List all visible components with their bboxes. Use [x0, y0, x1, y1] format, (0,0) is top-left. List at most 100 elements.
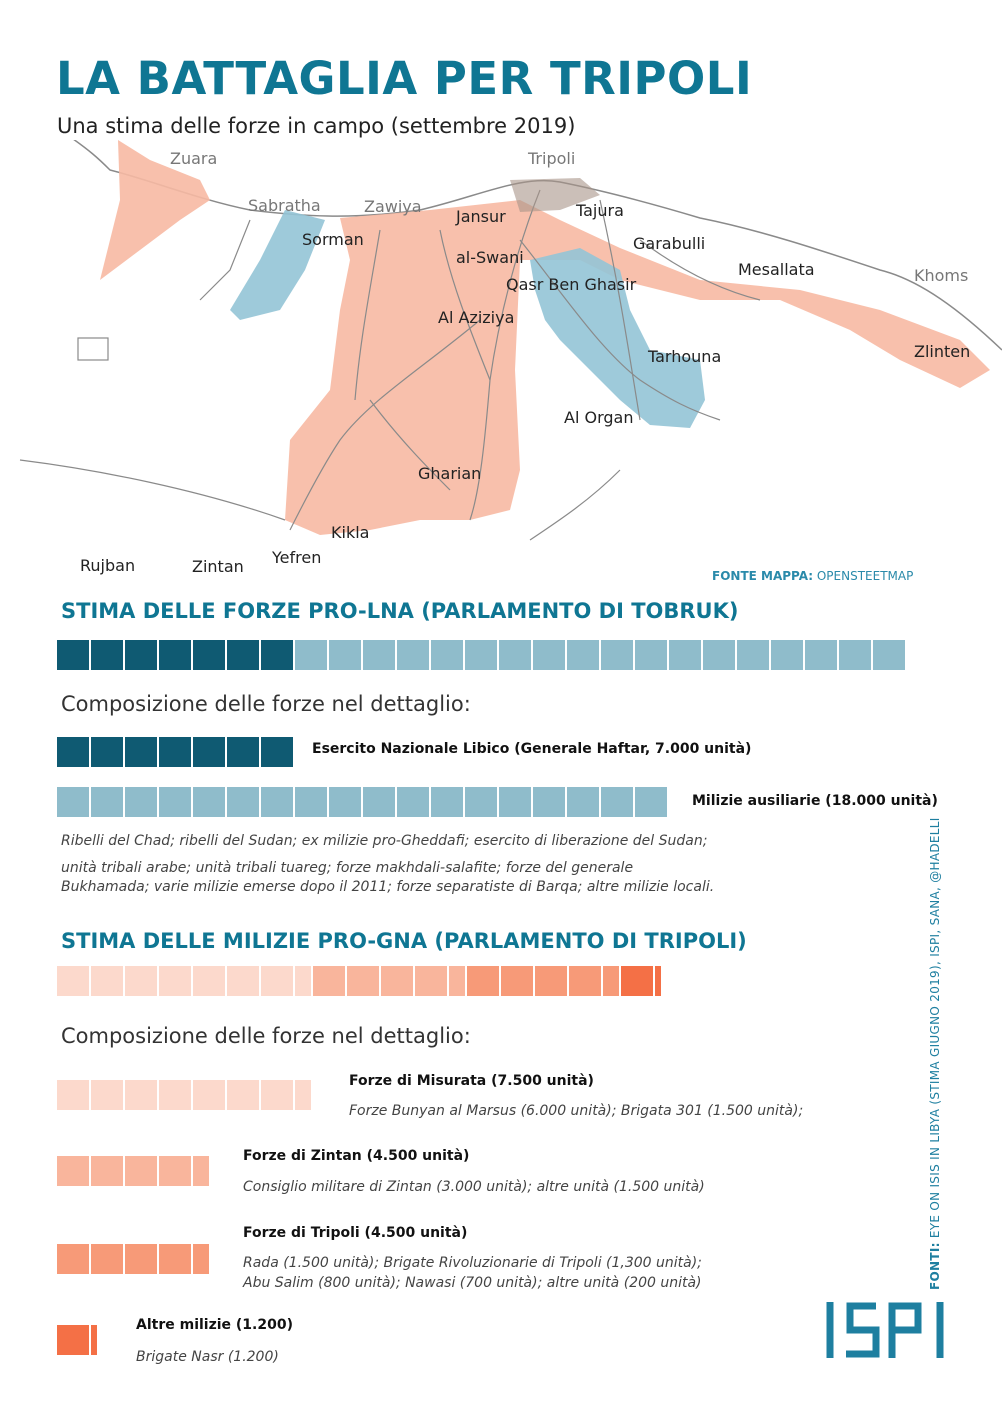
- lna-total-block: [873, 640, 905, 670]
- lna-militias-block: [397, 787, 429, 817]
- lna-total-block: [601, 640, 633, 670]
- lna-militias-block: [363, 787, 395, 817]
- lna-detail-heading: Composizione delle forze nel dettaglio:: [61, 692, 471, 716]
- gna-tripoli-block: [125, 1244, 157, 1274]
- lna-army-block: [91, 737, 123, 767]
- gna-zintan-block: [91, 1156, 123, 1186]
- gna-total-block: [621, 966, 653, 996]
- lna-total-block: [805, 640, 837, 670]
- page-title: LA BATTAGLIA PER TRIPOLI: [56, 52, 753, 105]
- map-box: [77, 337, 109, 361]
- gna-tripoli-block: [91, 1244, 123, 1274]
- sources-label: FONTI:: [928, 1242, 942, 1290]
- gna-misurata-label: Forze di Misurata (7.500 unità): [349, 1073, 594, 1089]
- city-sorman: Sorman: [302, 230, 364, 249]
- city-al-aziziya: Al Aziziya: [438, 308, 515, 327]
- lna-militias-label: Milizie ausiliarie (18.000 unità): [692, 793, 938, 809]
- lna-army-block: [57, 737, 89, 767]
- city-tripoli: Tripoli: [528, 149, 576, 168]
- lna-militias-block: [227, 787, 259, 817]
- gna-zintan-block: [193, 1156, 209, 1186]
- lna-militias-desc-1: Ribelli del Chad; ribelli del Sudan; ex …: [61, 833, 708, 849]
- gna-misurata-block: [91, 1080, 123, 1110]
- lna-militias-desc-3: Bukhamada; varie milizie emerse dopo il …: [61, 879, 715, 895]
- gna-tripoli-block: [159, 1244, 191, 1274]
- gna-total-block: [535, 966, 567, 996]
- gna-misurata-block: [261, 1080, 293, 1110]
- city-khoms: Khoms: [914, 266, 969, 285]
- lna-total-block: [159, 640, 191, 670]
- map-source-label: FONTE MAPPA:: [712, 569, 814, 583]
- tripoli-urban: [510, 178, 600, 212]
- map: Zuara Tripoli Sabratha Zawiya Sorman Jan…: [0, 129, 1002, 590]
- lna-total-block: [125, 640, 157, 670]
- gna-detail-heading: Composizione delle forze nel dettaglio:: [61, 1024, 471, 1048]
- gna-altre-desc: Brigate Nasr (1.200): [136, 1349, 279, 1365]
- lna-area-central: [285, 200, 990, 535]
- gna-tripoli-bar: [57, 1244, 211, 1274]
- gna-total-block: [603, 966, 619, 996]
- city-tarhouna: Tarhouna: [648, 347, 722, 366]
- lna-army-label: Esercito Nazionale Libico (Generale Haft…: [312, 741, 752, 757]
- gna-misurata-block: [295, 1080, 311, 1110]
- ispi-logo: [826, 1302, 944, 1358]
- gna-zintan-block: [159, 1156, 191, 1186]
- lna-total-block: [193, 640, 225, 670]
- city-zintan: Zintan: [192, 557, 244, 576]
- lna-total-block: [465, 640, 497, 670]
- gna-total-block: [501, 966, 533, 996]
- gna-area-tarhouna: [530, 248, 705, 428]
- lna-heading: STIMA DELLE FORZE PRO-LNA (PARLAMENTO DI…: [61, 599, 739, 623]
- gna-total-block: [449, 966, 465, 996]
- lna-militias-block: [125, 787, 157, 817]
- gna-total-block: [295, 966, 311, 996]
- lna-militias-block: [159, 787, 191, 817]
- lna-militias-block: [57, 787, 89, 817]
- lna-total-block: [329, 640, 361, 670]
- lna-army-bar: [57, 737, 295, 767]
- gna-tripoli-desc-1: Rada (1.500 unità); Brigate Rivoluzionar…: [243, 1255, 702, 1271]
- lna-militias-block: [193, 787, 225, 817]
- gna-total-block: [467, 966, 499, 996]
- lna-army-block: [125, 737, 157, 767]
- lna-total-block: [261, 640, 293, 670]
- lna-total-block: [499, 640, 531, 670]
- lna-total-block: [397, 640, 429, 670]
- city-zuara: Zuara: [170, 149, 218, 168]
- lna-total-block: [635, 640, 667, 670]
- sources-note: FONTI: EYE ON ISIS IN LIBYA (STIMA GIUGN…: [928, 817, 942, 1290]
- gna-altre-label: Altre milizie (1.200): [136, 1317, 293, 1333]
- roads: [19, 189, 761, 541]
- gna-misurata-block: [193, 1080, 225, 1110]
- lna-militias-block: [635, 787, 667, 817]
- gna-total-block: [569, 966, 601, 996]
- lna-total-block: [57, 640, 89, 670]
- city-jansur: Jansur: [456, 207, 506, 226]
- lna-militias-bar: [57, 787, 669, 817]
- gna-total-bar: [57, 966, 663, 996]
- gna-misurata-block: [227, 1080, 259, 1110]
- lna-total-bar: [57, 640, 907, 670]
- gna-altre-block: [91, 1325, 97, 1355]
- city-qasr-ben-ghasir: Qasr Ben Ghasir: [506, 275, 637, 294]
- lna-militias-block: [261, 787, 293, 817]
- gna-misurata-block: [125, 1080, 157, 1110]
- lna-army-block: [193, 737, 225, 767]
- city-garabulli: Garabulli: [633, 234, 706, 253]
- city-sabratha: Sabratha: [248, 196, 321, 215]
- gna-total-block: [91, 966, 123, 996]
- gna-total-block: [655, 966, 661, 996]
- lna-army-block: [159, 737, 191, 767]
- gna-area-sorman: [230, 210, 325, 320]
- gna-total-block: [313, 966, 345, 996]
- lna-total-block: [839, 640, 871, 670]
- gna-misurata-block: [57, 1080, 89, 1110]
- lna-militias-block: [567, 787, 599, 817]
- gna-tripoli-block: [57, 1244, 89, 1274]
- gna-zintan-block: [125, 1156, 157, 1186]
- city-mesallata: Mesallata: [738, 260, 815, 279]
- lna-total-block: [295, 640, 327, 670]
- lna-army-block: [227, 737, 259, 767]
- lna-total-block: [771, 640, 803, 670]
- gna-total-block: [381, 966, 413, 996]
